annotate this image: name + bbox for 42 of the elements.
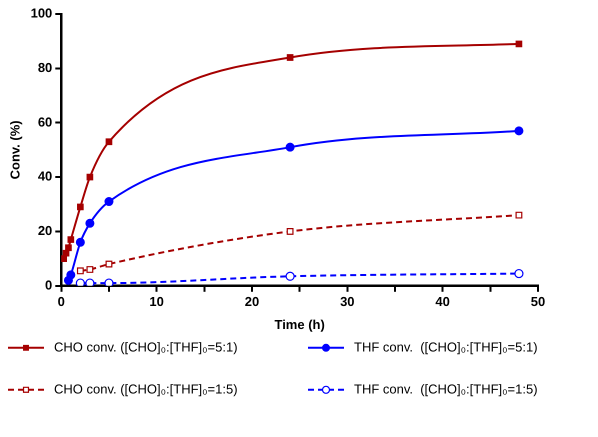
point <box>67 236 74 243</box>
x-axis-title: Time (h) <box>274 316 325 332</box>
point <box>76 267 84 274</box>
y-tick-label: 20 <box>38 223 52 238</box>
point <box>286 142 295 152</box>
x-tick-label: 50 <box>530 294 546 310</box>
point <box>66 270 76 280</box>
legend-label: THF conv. ([CHO]₀:[THF]₀=1:5) <box>354 381 538 396</box>
y-tick-label: 40 <box>38 168 52 184</box>
x-tick-label: 40 <box>435 294 450 310</box>
point <box>106 138 112 146</box>
legend-label: THF conv. ([CHO]₀:[THF]₀=5:1) <box>354 339 538 354</box>
point <box>86 266 94 273</box>
point <box>106 260 112 268</box>
point <box>286 272 295 281</box>
point <box>286 54 294 61</box>
point <box>514 268 524 278</box>
point <box>514 126 524 136</box>
point <box>104 278 114 286</box>
y-tick-label: 0 <box>45 277 52 292</box>
y-axis-title: Conv. (%) <box>7 120 22 180</box>
y-tick-label: 80 <box>38 60 52 75</box>
legend-label: CHO conv. ([CHO]₀:[THF]₀=5:1) <box>54 339 238 354</box>
point <box>85 278 94 286</box>
y-tick-label: 60 <box>38 114 52 130</box>
point <box>516 212 522 219</box>
point <box>516 40 522 48</box>
x-tick-label: 10 <box>149 294 164 310</box>
point <box>104 197 114 206</box>
point <box>62 250 70 257</box>
point <box>286 228 294 235</box>
point <box>77 204 84 210</box>
y-tick-label: 100 <box>30 6 52 21</box>
point <box>65 244 72 252</box>
legend-label: CHO conv. ([CHO]₀:[THF]₀=1:5) <box>54 381 238 396</box>
x-tick-label: 0 <box>58 294 65 310</box>
x-tick-label: 20 <box>244 294 260 310</box>
point <box>76 278 85 286</box>
point <box>76 238 85 247</box>
point <box>85 218 94 228</box>
point <box>86 174 94 180</box>
x-tick-label: 30 <box>340 294 355 310</box>
